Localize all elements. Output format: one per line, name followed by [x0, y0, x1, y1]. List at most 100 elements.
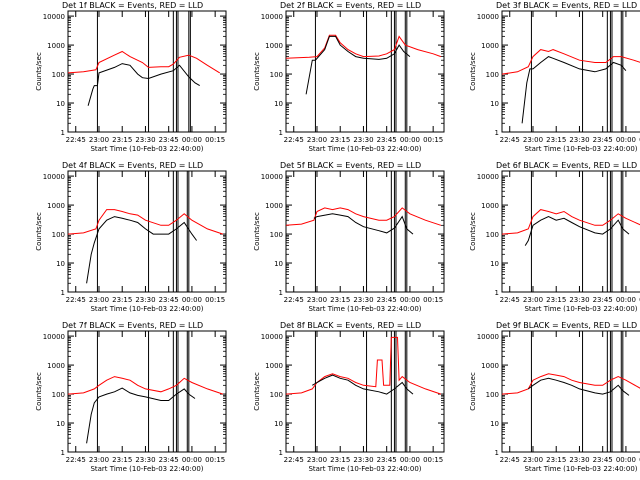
x-tick-label: 23:00 [307, 456, 327, 464]
y-tick-label: 1 [495, 129, 499, 137]
events-series-line [305, 35, 411, 95]
y-tick-label: 10000 [261, 13, 283, 21]
y-tick-label: 100 [270, 391, 283, 399]
x-tick-label: 23:15 [546, 136, 566, 144]
y-tick-label: 100 [486, 71, 499, 79]
x-tick-label: 23:15 [546, 296, 566, 304]
x-tick-label: 23:45 [593, 296, 613, 304]
y-tick-label: 100 [486, 391, 499, 399]
y-tick-label: 10000 [43, 13, 65, 21]
panel-title: Det 7f BLACK = Events, RED = LLD [62, 321, 203, 330]
y-axis-label: Counts/sec [35, 372, 43, 411]
y-axis-label: Counts/sec [253, 212, 261, 251]
x-axis-label: Start Time (10-Feb-03 22:40:00) [308, 305, 421, 313]
panel-det-8: Det 8f BLACK = Events, RED = LLD 1 10 100 10… [253, 321, 445, 473]
panel-title: Det 1f BLACK = Events, RED = LLD [62, 1, 203, 10]
y-tick-label: 10 [56, 260, 65, 268]
x-tick-label: 23:00 [523, 456, 543, 464]
lld-series-line [67, 376, 224, 395]
x-tick-label: 22:45 [284, 456, 304, 464]
panel-det-5: Det 5f BLACK = Events, RED = LLD 1 10 100 10… [253, 161, 445, 313]
x-tick-label: 22:45 [500, 456, 520, 464]
y-tick-label: 10000 [43, 173, 65, 181]
x-axis-label: Start Time (10-Feb-03 22:40:00) [524, 305, 637, 313]
y-tick-label: 1000 [265, 362, 283, 370]
x-tick-label: 23:15 [330, 296, 350, 304]
plot-frame [67, 170, 227, 293]
x-axis-label: Start Time (10-Feb-03 22:40:00) [90, 305, 203, 313]
x-tick-label: 22:45 [66, 136, 86, 144]
x-axis-label: Start Time (10-Feb-03 22:40:00) [90, 145, 203, 153]
x-tick-label: 23:15 [112, 296, 132, 304]
x-tick-label: 23:45 [593, 456, 613, 464]
y-tick-label: 1000 [47, 202, 65, 210]
panel-det-9: Det 9f BLACK = Events, RED = LLD 1 10 100 10… [469, 321, 640, 473]
y-tick-label: 10000 [261, 333, 283, 341]
x-tick-label: 00:15 [423, 456, 443, 464]
y-tick-label: 10000 [43, 333, 65, 341]
y-axis-label: Counts/sec [469, 372, 477, 411]
x-tick-label: 23:45 [159, 456, 179, 464]
panel-det-2: Det 2f BLACK = Events, RED = LLD 1 10 100 10… [253, 1, 445, 153]
y-tick-label: 10 [274, 420, 283, 428]
lld-series-line [501, 209, 640, 235]
x-tick-label: 00:00 [616, 456, 636, 464]
x-tick-label: 23:15 [112, 456, 132, 464]
x-axis-label: Start Time (10-Feb-03 22:40:00) [524, 465, 637, 473]
lld-series-line [285, 34, 442, 59]
x-tick-label: 22:45 [284, 136, 304, 144]
x-axis-label: Start Time (10-Feb-03 22:40:00) [308, 145, 421, 153]
x-tick-label: 23:00 [307, 136, 327, 144]
y-axis-label: Counts/sec [253, 52, 261, 91]
y-tick-label: 10 [274, 100, 283, 108]
y-tick-label: 10 [56, 420, 65, 428]
y-tick-label: 1 [279, 289, 283, 297]
x-tick-label: 00:00 [616, 296, 636, 304]
panel-title: Det 6f BLACK = Events, RED = LLD [496, 161, 637, 170]
x-tick-label: 23:45 [377, 456, 397, 464]
plot-frame [285, 170, 445, 293]
x-tick-label: 23:30 [353, 296, 373, 304]
lld-series-line [501, 373, 640, 395]
y-tick-label: 1 [61, 289, 65, 297]
plot-frame [501, 170, 640, 293]
y-tick-label: 1000 [265, 42, 283, 50]
y-axis-label: Counts/sec [469, 52, 477, 91]
y-tick-label: 10 [274, 260, 283, 268]
x-axis-label: Start Time (10-Feb-03 22:40:00) [308, 465, 421, 473]
y-tick-label: 10000 [261, 173, 283, 181]
x-tick-label: 23:30 [569, 136, 589, 144]
x-tick-label: 00:15 [205, 456, 225, 464]
y-tick-label: 10 [490, 100, 499, 108]
x-tick-label: 23:45 [377, 296, 397, 304]
x-tick-label: 23:45 [593, 136, 613, 144]
panel-title: Det 2f BLACK = Events, RED = LLD [280, 1, 421, 10]
y-tick-label: 10000 [477, 13, 499, 21]
y-tick-label: 1 [495, 289, 499, 297]
panel-det-1: Det 1f BLACK = Events, RED = LLD 1 10 100 10… [35, 1, 227, 153]
x-tick-label: 23:45 [159, 136, 179, 144]
x-tick-label: 00:00 [616, 136, 636, 144]
x-tick-label: 23:00 [307, 296, 327, 304]
x-tick-label: 00:00 [182, 296, 202, 304]
events-series-line [521, 56, 627, 124]
y-tick-label: 1000 [47, 42, 65, 50]
x-tick-label: 23:15 [546, 456, 566, 464]
x-tick-label: 00:15 [205, 296, 225, 304]
y-tick-label: 10000 [477, 173, 499, 181]
panel-det-3: Det 3f BLACK = Events, RED = LLD 1 10 100 10… [469, 1, 640, 153]
y-tick-label: 1000 [481, 42, 499, 50]
y-axis-label: Counts/sec [253, 372, 261, 411]
x-tick-label: 23:15 [330, 456, 350, 464]
y-axis-label: Counts/sec [35, 52, 43, 91]
events-series-line [524, 216, 630, 246]
y-tick-label: 1 [495, 449, 499, 457]
y-tick-label: 1 [61, 129, 65, 137]
panel-det-4: Det 4f BLACK = Events, RED = LLD 1 10 100 10… [35, 161, 227, 313]
panel-det-7: Det 7f BLACK = Events, RED = LLD 1 10 100 10… [35, 321, 227, 473]
x-tick-label: 22:45 [66, 296, 86, 304]
y-tick-label: 10 [56, 100, 65, 108]
x-tick-label: 23:30 [135, 136, 155, 144]
x-tick-label: 23:30 [353, 456, 373, 464]
